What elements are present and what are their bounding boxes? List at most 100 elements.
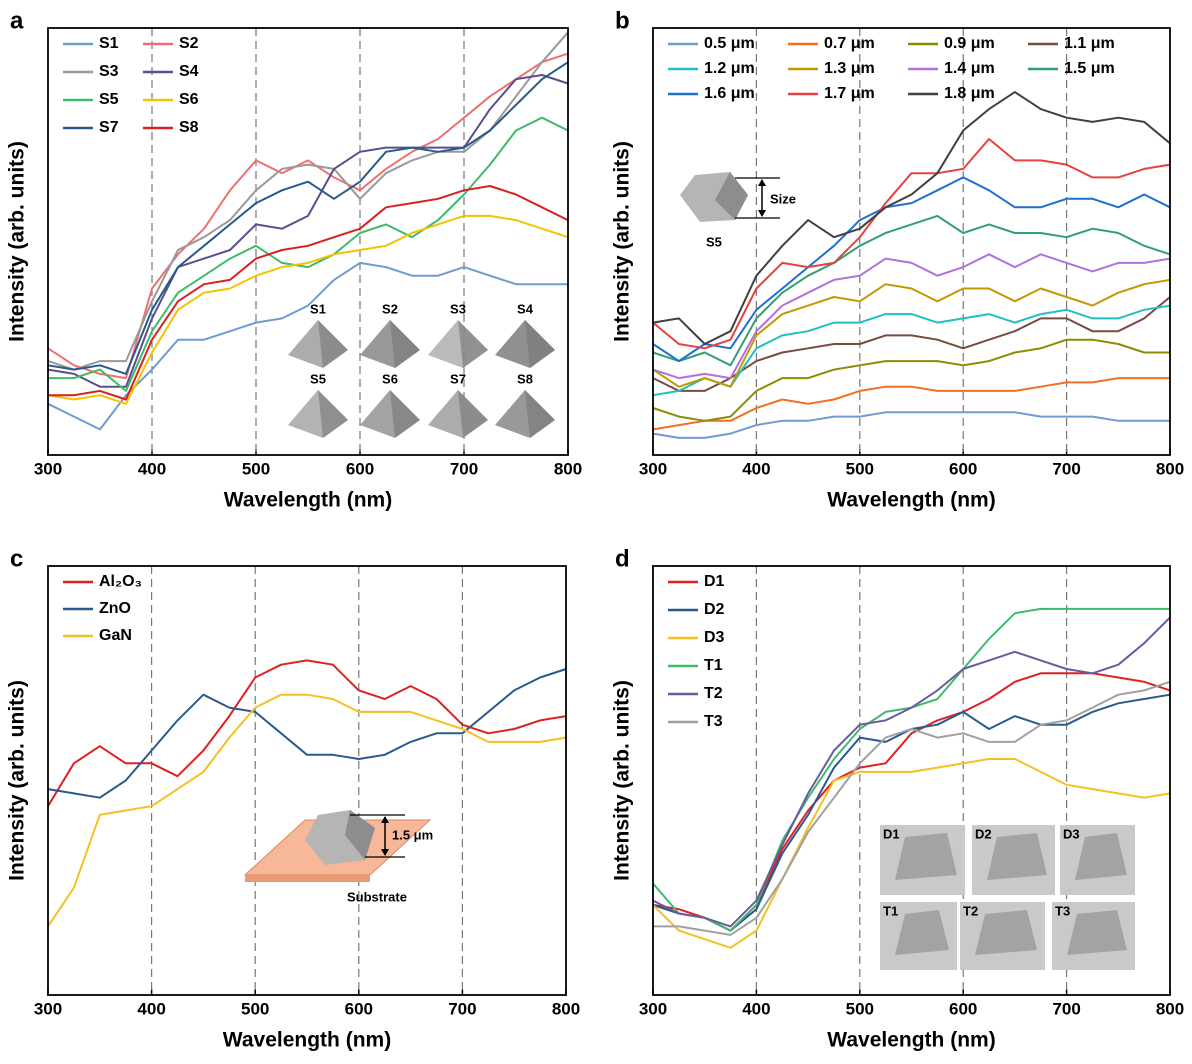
inset-label: D2 (975, 826, 992, 841)
inset-shape (895, 910, 949, 955)
data-line (47, 31, 569, 371)
x-tick-label: 400 (138, 459, 166, 478)
inset-label: Size (770, 191, 796, 206)
panel-letter: c (10, 545, 23, 572)
legend-label: Al₂O₃ (99, 573, 142, 590)
data-line (652, 616, 1171, 928)
data-line (47, 52, 569, 380)
x-axis-label: Wavelength (nm) (827, 1029, 995, 1052)
legend-label: S7 (99, 119, 119, 136)
x-tick-label: 300 (639, 999, 667, 1018)
x-axis-label: Wavelength (nm) (827, 489, 995, 512)
inset-shape (1075, 833, 1127, 880)
legend-label: 1.5 μm (1064, 60, 1115, 77)
legend-label: S1 (99, 35, 119, 52)
inset-label: T3 (1055, 903, 1070, 918)
x-tick-label: 500 (846, 999, 874, 1018)
legend-label: GaN (99, 627, 132, 644)
x-axis-label: Wavelength (nm) (223, 1029, 391, 1052)
inset-shape (975, 910, 1037, 955)
legend-label: 1.7 μm (824, 85, 875, 102)
legend-label: 1.6 μm (704, 85, 755, 102)
inset-shape-face (458, 320, 488, 368)
legend-label: T2 (704, 685, 723, 702)
data-line (652, 253, 1171, 380)
x-tick-label: 600 (949, 999, 977, 1018)
data-line (48, 116, 569, 392)
legend-label: ZnO (99, 600, 131, 617)
x-tick-label: 800 (1156, 459, 1184, 478)
y-axis-label: Intensity (arb. units) (6, 141, 29, 342)
inset-label: D3 (1063, 826, 1080, 841)
data-line (652, 411, 1170, 439)
substrate-edge (245, 875, 370, 882)
data-line (652, 91, 1171, 345)
x-tick-label: 400 (742, 999, 770, 1018)
panel-letter: d (615, 545, 630, 572)
data-line (48, 185, 569, 401)
data-line (652, 693, 1171, 932)
data-line (652, 377, 1170, 431)
legend-label: 0.5 μm (704, 35, 755, 52)
inset-shape-face (318, 320, 348, 368)
data-line (47, 659, 567, 807)
inset-shape-face (458, 390, 488, 438)
x-tick-label: 500 (846, 459, 874, 478)
inset-shape (987, 833, 1047, 880)
data-line (652, 758, 1171, 949)
inset-shape-face (345, 810, 375, 860)
data-line (47, 668, 567, 799)
x-tick-label: 400 (137, 999, 165, 1018)
inset-label: T2 (963, 903, 978, 918)
data-line (653, 680, 1171, 936)
data-line (652, 304, 1171, 397)
y-axis-label: Intensity (arb. units) (611, 680, 634, 881)
arrow-head (758, 210, 766, 217)
data-line (652, 176, 1171, 363)
inset-label: S3 (450, 301, 466, 316)
inset-label: Substrate (347, 889, 407, 904)
inset-label: S7 (450, 371, 466, 386)
arrow-head (758, 179, 766, 186)
legend-label: 1.2 μm (704, 60, 755, 77)
x-tick-label: 600 (346, 459, 374, 478)
legend-label: D1 (704, 573, 725, 590)
inset-label: S6 (382, 371, 398, 386)
x-tick-label: 700 (448, 999, 476, 1018)
y-axis-label: Intensity (arb. units) (611, 141, 634, 342)
legend-label: S3 (99, 63, 119, 80)
legend-label: S2 (179, 35, 199, 52)
legend-label: 1.8 μm (944, 85, 995, 102)
inset-shape (895, 833, 957, 880)
plot-frame (652, 27, 1171, 456)
x-tick-label: 700 (1052, 459, 1080, 478)
inset-label: S2 (382, 301, 398, 316)
arrow-head (381, 816, 389, 823)
data-line (652, 338, 1170, 422)
x-tick-label: 600 (345, 999, 373, 1018)
inset-label: S5 (706, 234, 722, 249)
inset-shape-face (525, 390, 555, 438)
x-tick-label: 300 (639, 459, 667, 478)
inset-shape (1067, 910, 1127, 955)
plot-frame (652, 565, 1171, 996)
legend-label: D2 (704, 601, 725, 618)
legend-label: 1.4 μm (944, 60, 995, 77)
y-axis-label: Intensity (arb. units) (6, 680, 29, 881)
legend-label: T3 (704, 713, 723, 730)
data-line (652, 278, 1171, 388)
legend-label: S4 (179, 63, 199, 80)
data-line (47, 61, 569, 375)
legend-label: 0.7 μm (824, 35, 875, 52)
x-tick-label: 500 (241, 999, 269, 1018)
x-tick-label: 300 (34, 459, 62, 478)
plot-frame (47, 27, 569, 456)
x-tick-label: 800 (554, 459, 582, 478)
x-tick-label: 300 (34, 999, 62, 1018)
data-line (47, 693, 567, 927)
inset-label: S4 (517, 301, 534, 316)
inset-shape-face (715, 172, 748, 220)
x-tick-label: 800 (552, 999, 580, 1018)
x-tick-label: 400 (742, 459, 770, 478)
